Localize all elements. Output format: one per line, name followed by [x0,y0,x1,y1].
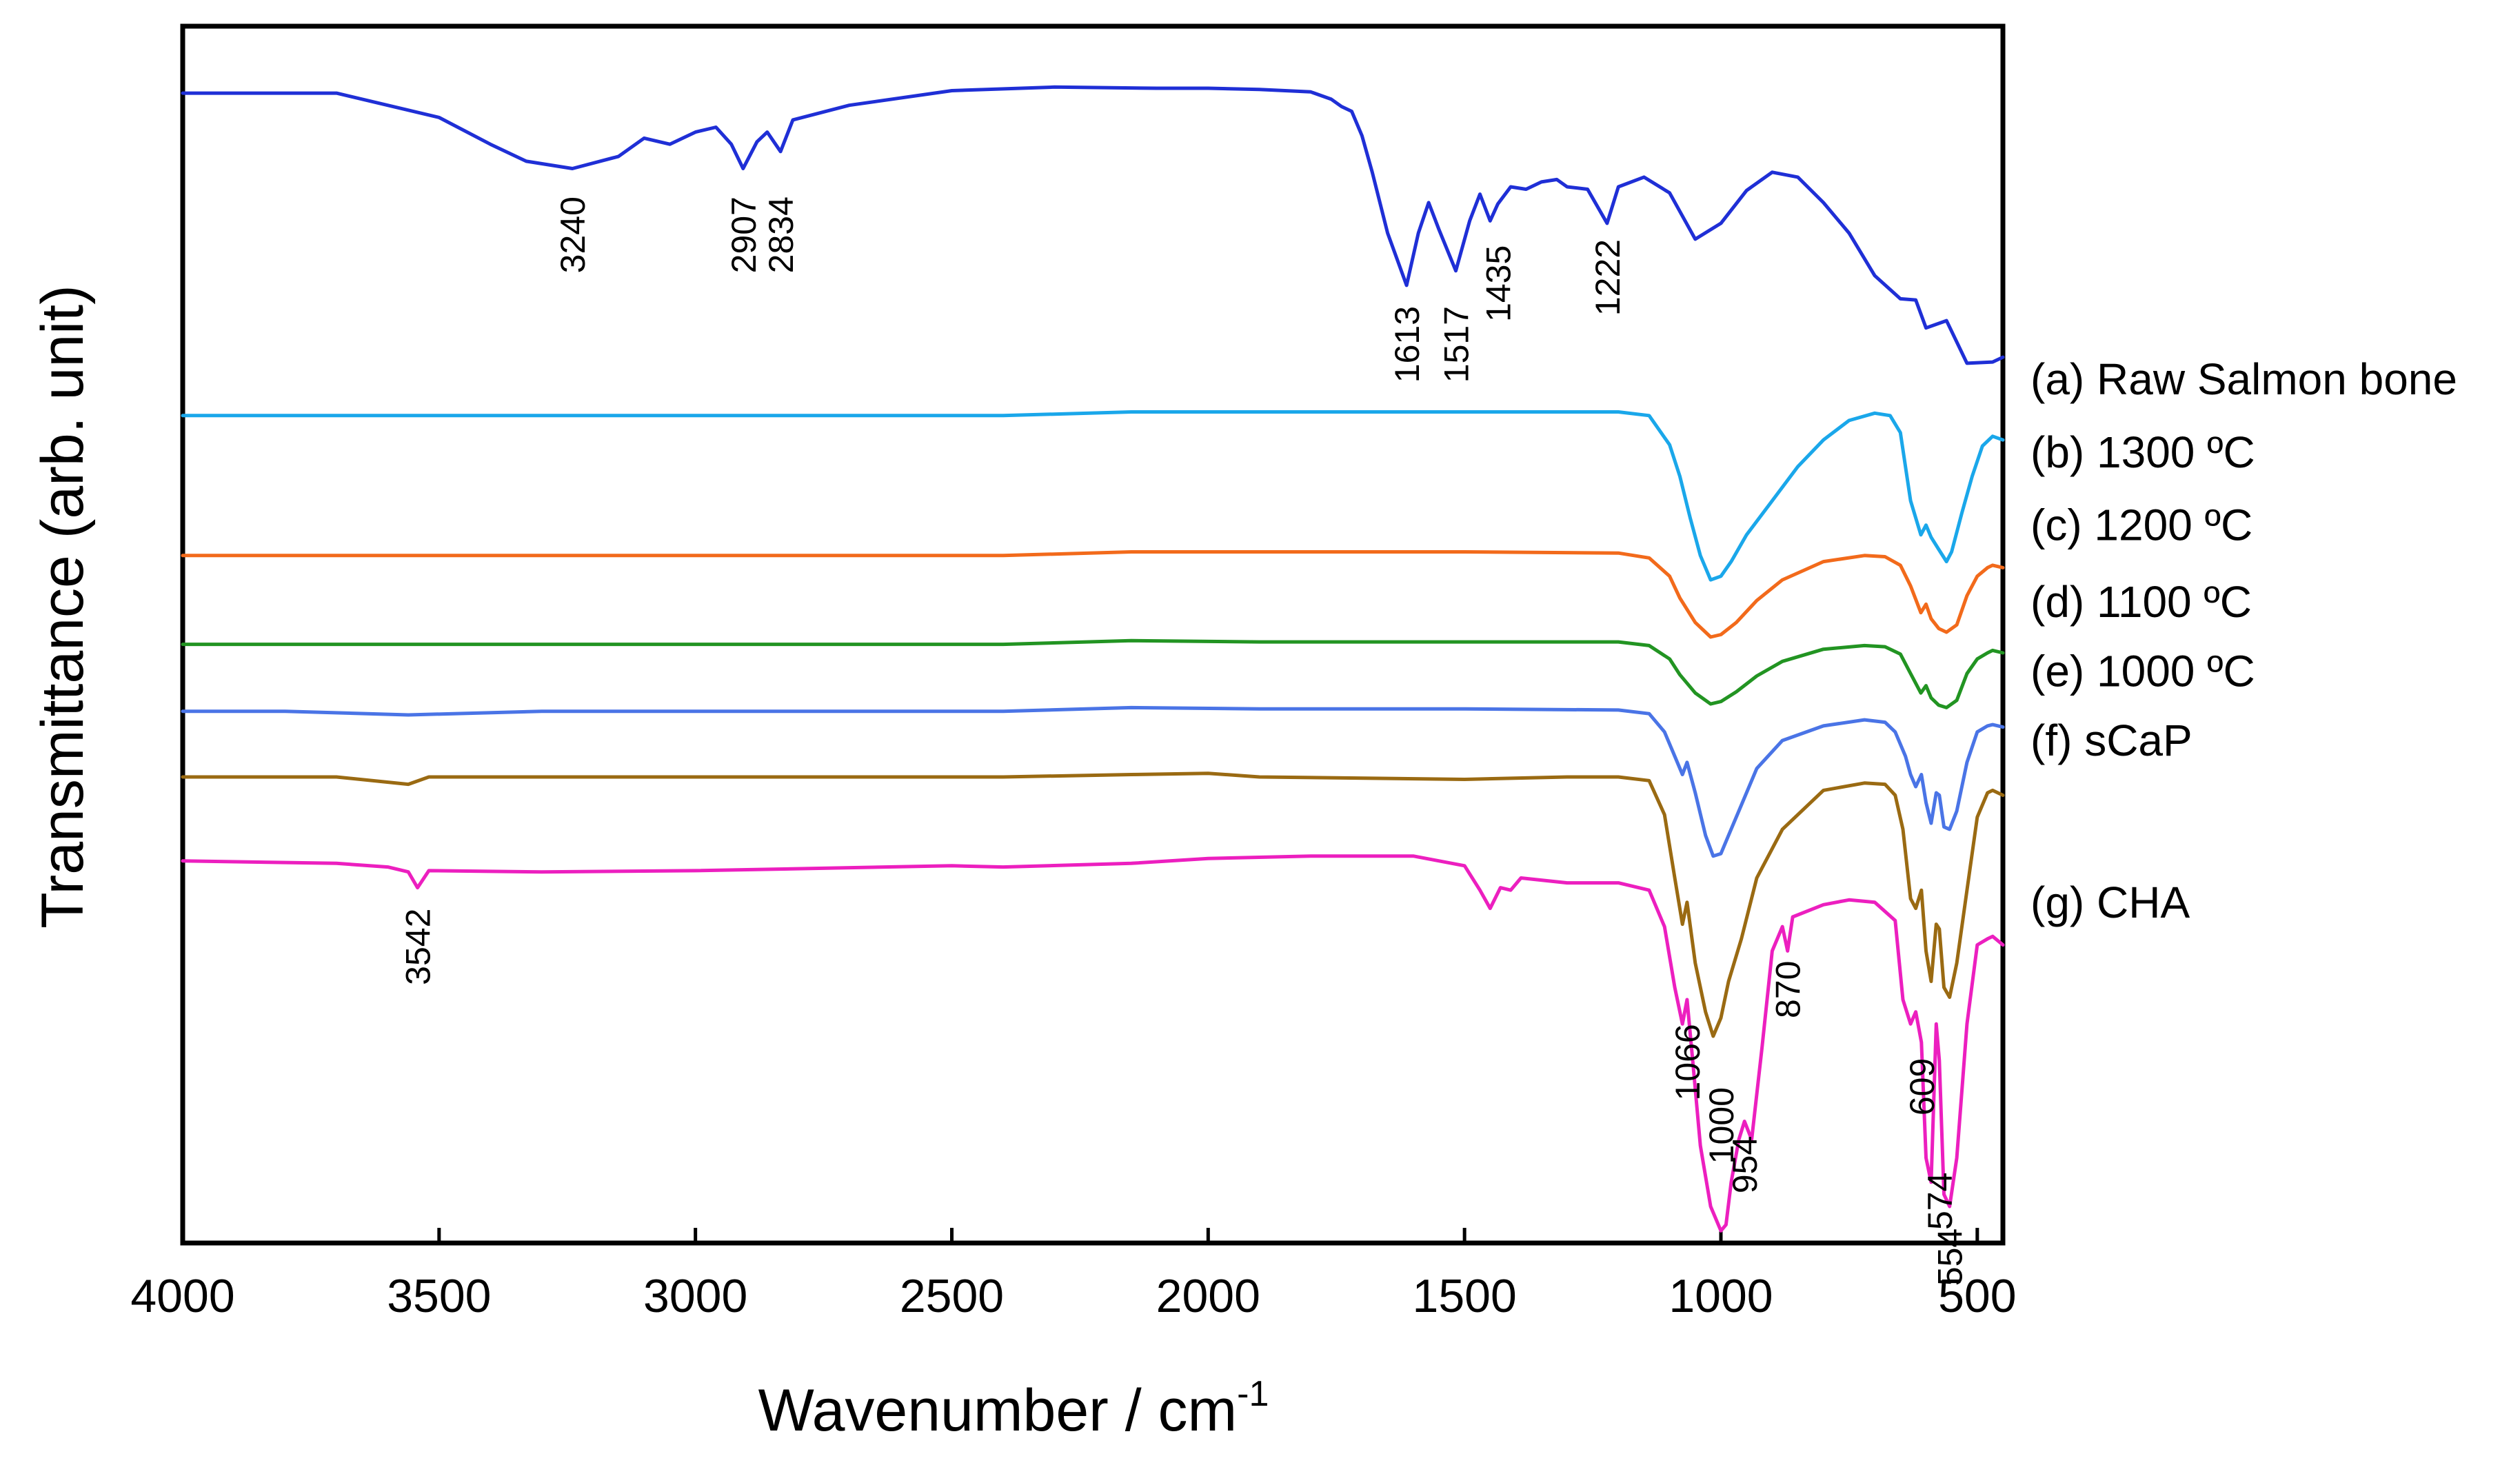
x-axis-title-superscript: -1 [1237,1374,1269,1414]
series-layer [181,85,2005,1233]
peak-label: 1517 [1438,306,1476,383]
x-tick-label: 4000 [130,1270,234,1322]
x-tick-label: 3000 [643,1270,747,1322]
legend-label-1: (b) 1300 ºC [2030,427,2255,477]
peak-label: 1435 [1480,245,1518,322]
series-line-2 [181,550,2005,639]
x-tick-label: 2500 [900,1270,1004,1322]
legend-label-2: (c) 1200 ºC [2030,501,2252,550]
peak-label: 609 [1903,1058,1942,1115]
x-tick-label: 1000 [1669,1270,1773,1322]
legend-label-5: (f) sCaP [2030,716,2193,765]
legend-label-4: (e) 1000 ºC [2030,646,2255,696]
peak-label: 1222 [1589,239,1627,316]
peak-label: 954 [1726,1136,1764,1193]
peak-label: 554 [1931,1229,1970,1286]
x-axis-title-text: Wavenumber / cm [758,1377,1238,1444]
x-axis-title: Wavenumber / cm-1 [758,1374,1269,1444]
x-tick-label: 2000 [1156,1270,1260,1322]
series-line-6 [181,854,2005,1233]
x-tick-label: 500 [1938,1270,2016,1322]
x-axis-ticks: 4000 3500 3000 2500 2000 1500 1000 500 [130,1228,2017,1322]
peak-label: 574 [1921,1173,1959,1230]
series-line-0 [181,85,2005,365]
series-line-1 [181,410,2005,582]
series-line-3 [181,638,2005,709]
plot-frame [180,23,2006,1246]
legend-label-6: (g) CHA [2030,878,2190,927]
peak-label: 1613 [1388,306,1427,383]
x-tick-label: 1500 [1413,1270,1517,1322]
peak-label: 2834 [762,196,800,273]
peak-label: 1066 [1669,1024,1707,1100]
series-line-5 [181,771,2005,1038]
peak-label: 3240 [554,196,592,273]
legend-label-3: (d) 1100 ºC [2030,577,2252,627]
legend: (a) Raw Salmon bone (b) 1300 ºC (c) 1200 º… [2030,354,2457,927]
peak-label: 2907 [725,196,763,273]
legend-label-0: (a) Raw Salmon bone [2030,354,2457,404]
peak-label: 1000 [1702,1087,1741,1164]
peak-label: 3542 [399,909,438,985]
y-axis-title: Transmittance (arb. unit) [30,285,96,929]
peak-label: 870 [1769,961,1808,1018]
x-tick-label: 3500 [387,1270,491,1322]
series-line-4 [181,705,2005,858]
